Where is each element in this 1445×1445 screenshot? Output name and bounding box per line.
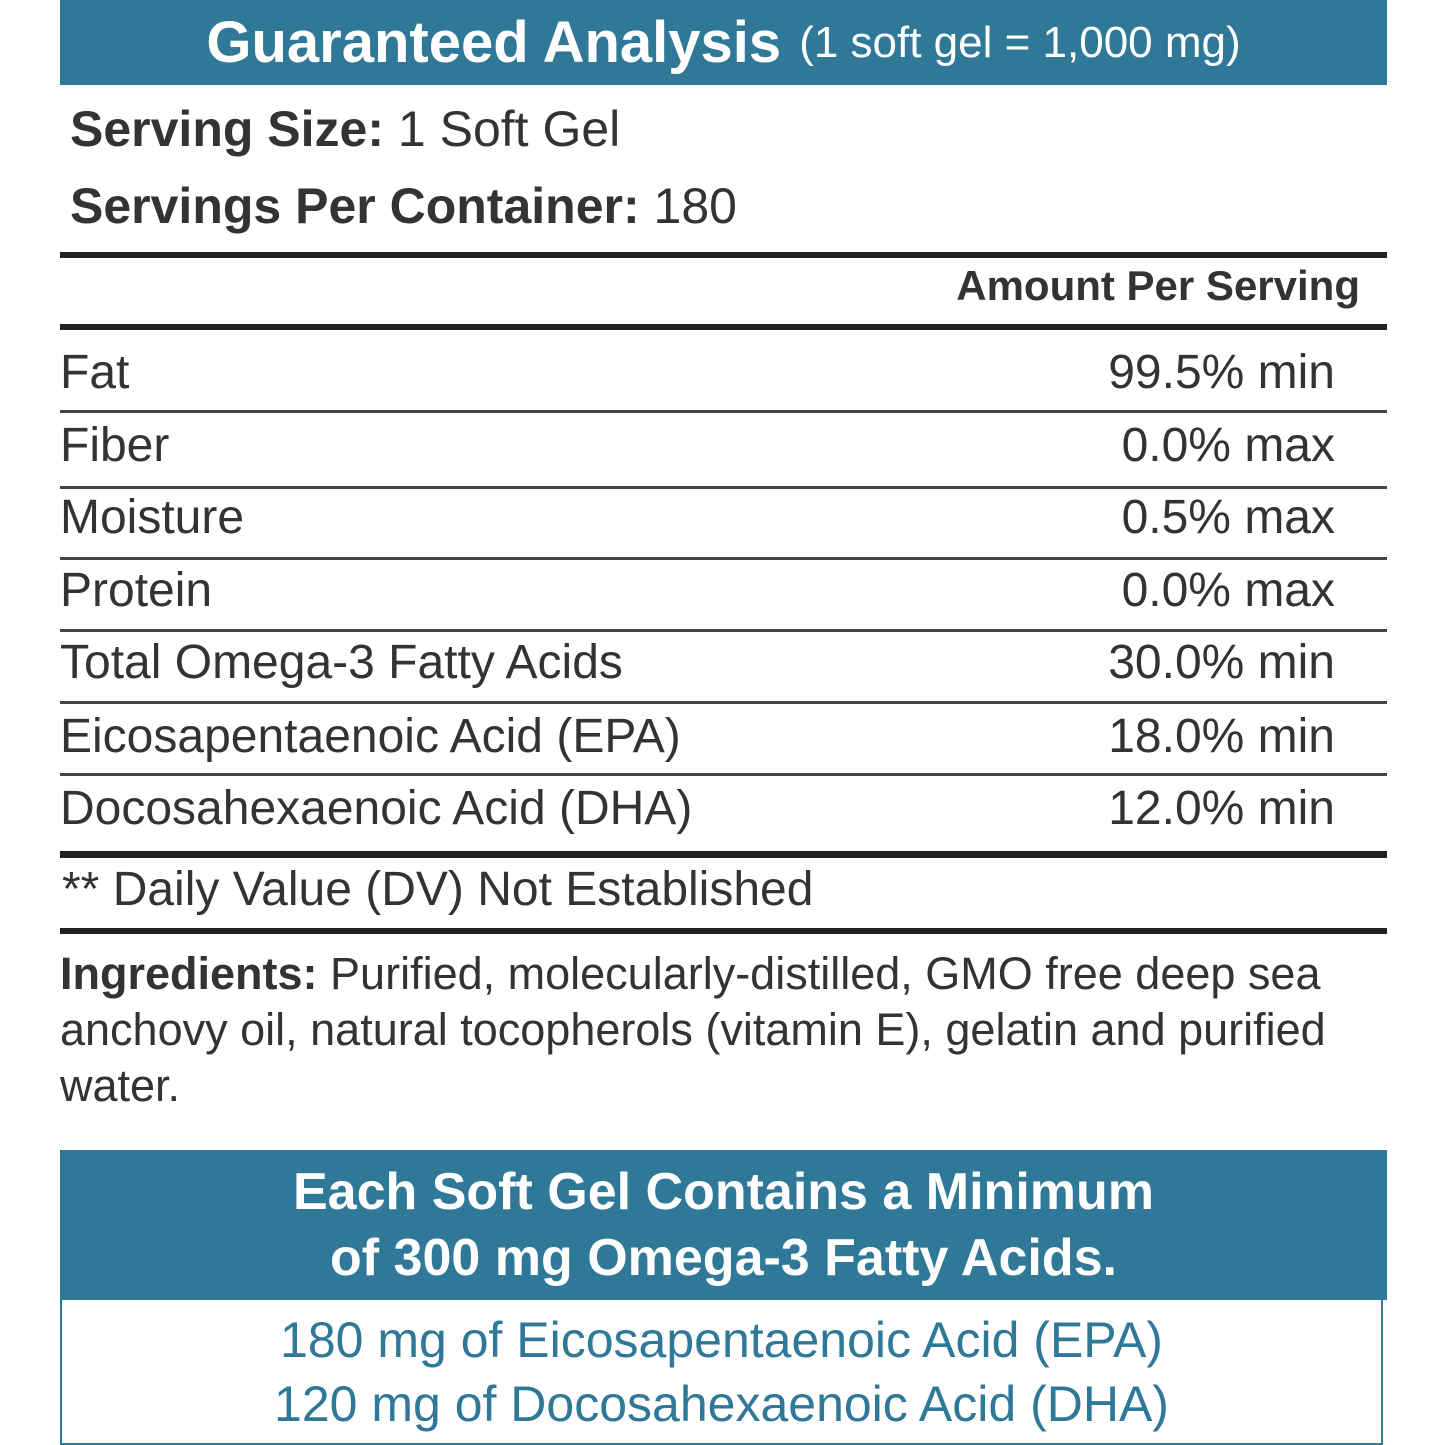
- nutrient-row: Fat 99.5% min: [60, 336, 1335, 408]
- column-header: Amount Per Serving: [956, 262, 1360, 309]
- callout-detail: 120 mg of Docosahexaenoic Acid (DHA): [274, 1375, 1169, 1432]
- callout-heading: Each Soft Gel Contains a Minimum: [293, 1163, 1154, 1221]
- callout-details: 180 mg of Eicosapentaenoic Acid (EPA) 12…: [60, 1300, 1383, 1445]
- row-rule: [60, 410, 1387, 413]
- nutrient-name: Protein: [60, 563, 213, 617]
- serving-size-value: 1 Soft Gel: [397, 101, 621, 157]
- nutrient-row: Eicosapentaenoic Acid (EPA) 18.0% min: [60, 700, 1335, 772]
- nutrient-amount: 0.0% max: [1121, 418, 1335, 472]
- row-rule: [60, 629, 1387, 632]
- nutrient-name: Eicosapentaenoic Acid (EPA): [60, 709, 681, 763]
- nutrient-row: Moisture 0.5% max: [60, 481, 1335, 553]
- ingredients: Ingredients: Purified, molecularly-disti…: [60, 946, 1350, 1114]
- ingredients-text: Purified, molecularly-distilled, GMO fre…: [60, 948, 1326, 1111]
- nutrient-amount: 0.5% max: [1121, 490, 1335, 544]
- nutrient-row: Docosahexaenoic Acid (DHA) 12.0% min: [60, 772, 1335, 844]
- nutrient-name: Docosahexaenoic Acid (DHA): [60, 781, 693, 835]
- container-label: Servings Per Container:: [70, 178, 640, 234]
- row-rule: [60, 773, 1387, 776]
- callout-heading: of 300 mg Omega-3 Fatty Acids.: [330, 1229, 1117, 1287]
- nutrient-amount: 18.0% min: [1108, 709, 1335, 763]
- ingredients-label: Ingredients:: [60, 948, 318, 999]
- nutrient-name: Fiber: [60, 418, 170, 472]
- subtitle: (1 soft gel = 1,000 mg): [799, 17, 1241, 67]
- nutrient-amount: 30.0% min: [1108, 635, 1335, 689]
- servings-per-container: Servings Per Container: 180: [70, 177, 737, 235]
- serving-size-label: Serving Size:: [70, 101, 384, 157]
- callout-detail: 180 mg of Eicosapentaenoic Acid (EPA): [280, 1311, 1163, 1368]
- row-rule: [60, 557, 1387, 560]
- nutrient-amount: 0.0% max: [1121, 563, 1335, 617]
- nutrient-name: Total Omega-3 Fatty Acids: [60, 635, 623, 689]
- nutrient-amount: 99.5% min: [1108, 345, 1335, 399]
- header-band: Guaranteed Analysis (1 soft gel = 1,000 …: [60, 0, 1387, 85]
- row-rule: [60, 701, 1387, 704]
- row-rule: [60, 486, 1387, 489]
- thick-rule: [60, 928, 1387, 934]
- container-value: 180: [653, 178, 737, 234]
- thick-rule: [60, 324, 1387, 330]
- nutrient-name: Moisture: [60, 490, 245, 544]
- callout-band: Each Soft Gel Contains a Minimum of 300 …: [60, 1150, 1387, 1300]
- nutrient-amount: 12.0% min: [1108, 781, 1335, 835]
- nutrient-name: Fat: [60, 345, 130, 399]
- thick-rule: [60, 851, 1387, 858]
- footnote: ** Daily Value (DV) Not Established: [62, 863, 814, 916]
- thick-rule: [60, 252, 1387, 258]
- nutrient-row: Fiber 0.0% max: [60, 409, 1335, 481]
- nutrient-row: Protein 0.0% max: [60, 554, 1335, 626]
- serving-size: Serving Size: 1 Soft Gel: [70, 100, 620, 158]
- nutrient-row: Total Omega-3 Fatty Acids 30.0% min: [60, 626, 1335, 698]
- title: Guaranteed Analysis: [206, 10, 782, 75]
